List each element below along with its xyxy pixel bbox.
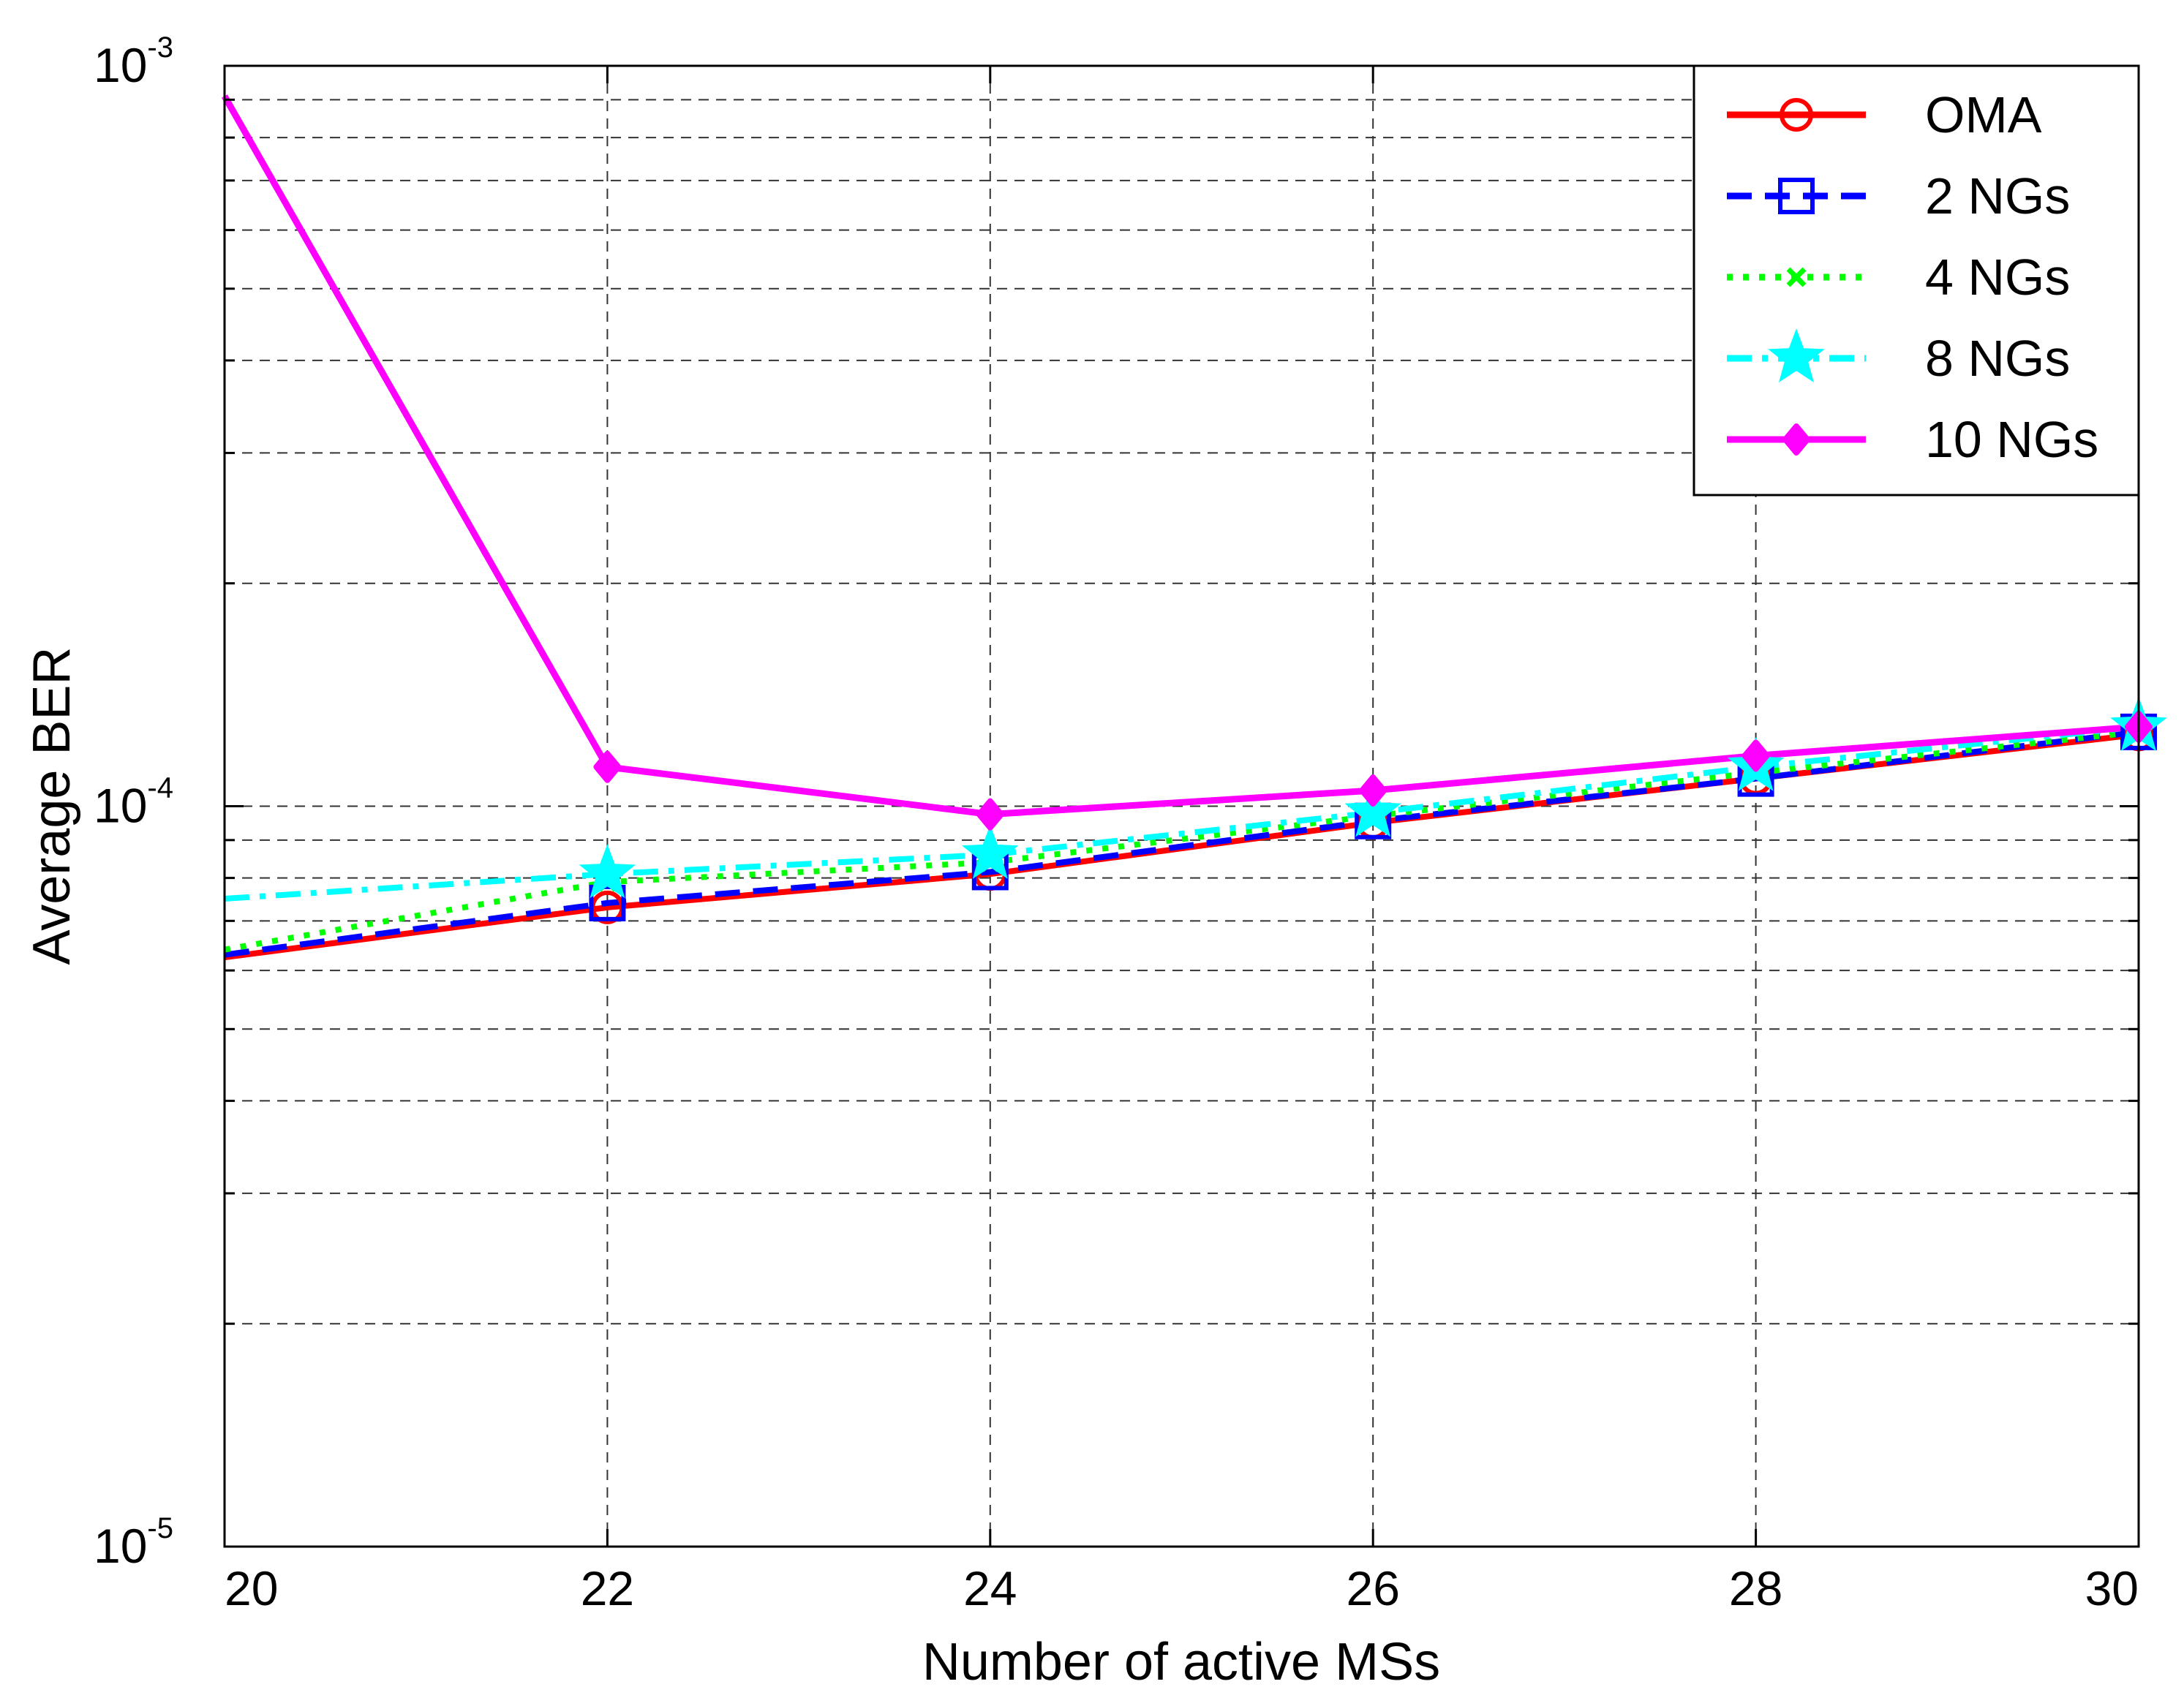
legend-box — [1692, 64, 2140, 497]
x-tick-label: 22 — [581, 1561, 634, 1615]
series-line-8-ngs — [224, 723, 2139, 902]
marker-star — [579, 844, 636, 899]
legend-item: 2 NGs — [1727, 167, 2070, 224]
marker-square — [589, 884, 626, 921]
marker-circle — [1780, 98, 1813, 132]
series-lines — [222, 94, 2139, 961]
legend-label: OMA — [1925, 86, 2042, 143]
marker-diamond — [593, 750, 622, 783]
x-tick-label: 30 — [2085, 1561, 2139, 1615]
x-tick-label: 20 — [225, 1561, 278, 1615]
legend-item: 8 NGs — [1727, 328, 2070, 387]
x-axis-label: Number of active MSs — [922, 1633, 1440, 1691]
legend-label: 8 NGs — [1925, 330, 2070, 387]
series-line-10-ngs — [222, 94, 2139, 818]
axis-ticks: 20 22 24 26 28 30 10-5 10-4 10-3 — [94, 31, 2140, 1615]
x-tick-label: 24 — [963, 1561, 1017, 1615]
legend-item: OMA — [1727, 86, 2042, 143]
y-tick-label: 10-3 — [94, 31, 173, 92]
x-tick-label: 26 — [1346, 1561, 1399, 1615]
y-tick-label: 10-5 — [94, 1512, 173, 1573]
series-line-2-ngs — [224, 728, 2139, 958]
y-tick-label: 10-4 — [94, 772, 173, 833]
series-line-4-ngs — [224, 728, 2139, 953]
marker-x — [1786, 267, 1807, 287]
marker-square — [1778, 178, 1815, 214]
marker-diamond — [976, 798, 1004, 831]
legend-item: 4 NGs — [1727, 249, 2070, 306]
marker-star — [1768, 328, 1825, 382]
y-axis-label: Average BER — [23, 647, 81, 965]
legend-item: 10 NGs — [1727, 411, 2098, 468]
legend-label: 4 NGs — [1925, 249, 2070, 306]
legend: OMA 2 NGs 4 NGs 8 NGs 10 NGs — [1692, 64, 2140, 497]
marker-diamond — [1359, 774, 1387, 807]
marker-star — [961, 824, 1019, 879]
marker-diamond — [1741, 739, 1770, 772]
legend-label: 10 NGs — [1925, 411, 2098, 468]
marker-diamond — [1782, 423, 1810, 456]
legend-label: 2 NGs — [1925, 167, 2070, 224]
marker-star — [1344, 782, 1402, 837]
x-tick-label: 28 — [1729, 1561, 1782, 1615]
